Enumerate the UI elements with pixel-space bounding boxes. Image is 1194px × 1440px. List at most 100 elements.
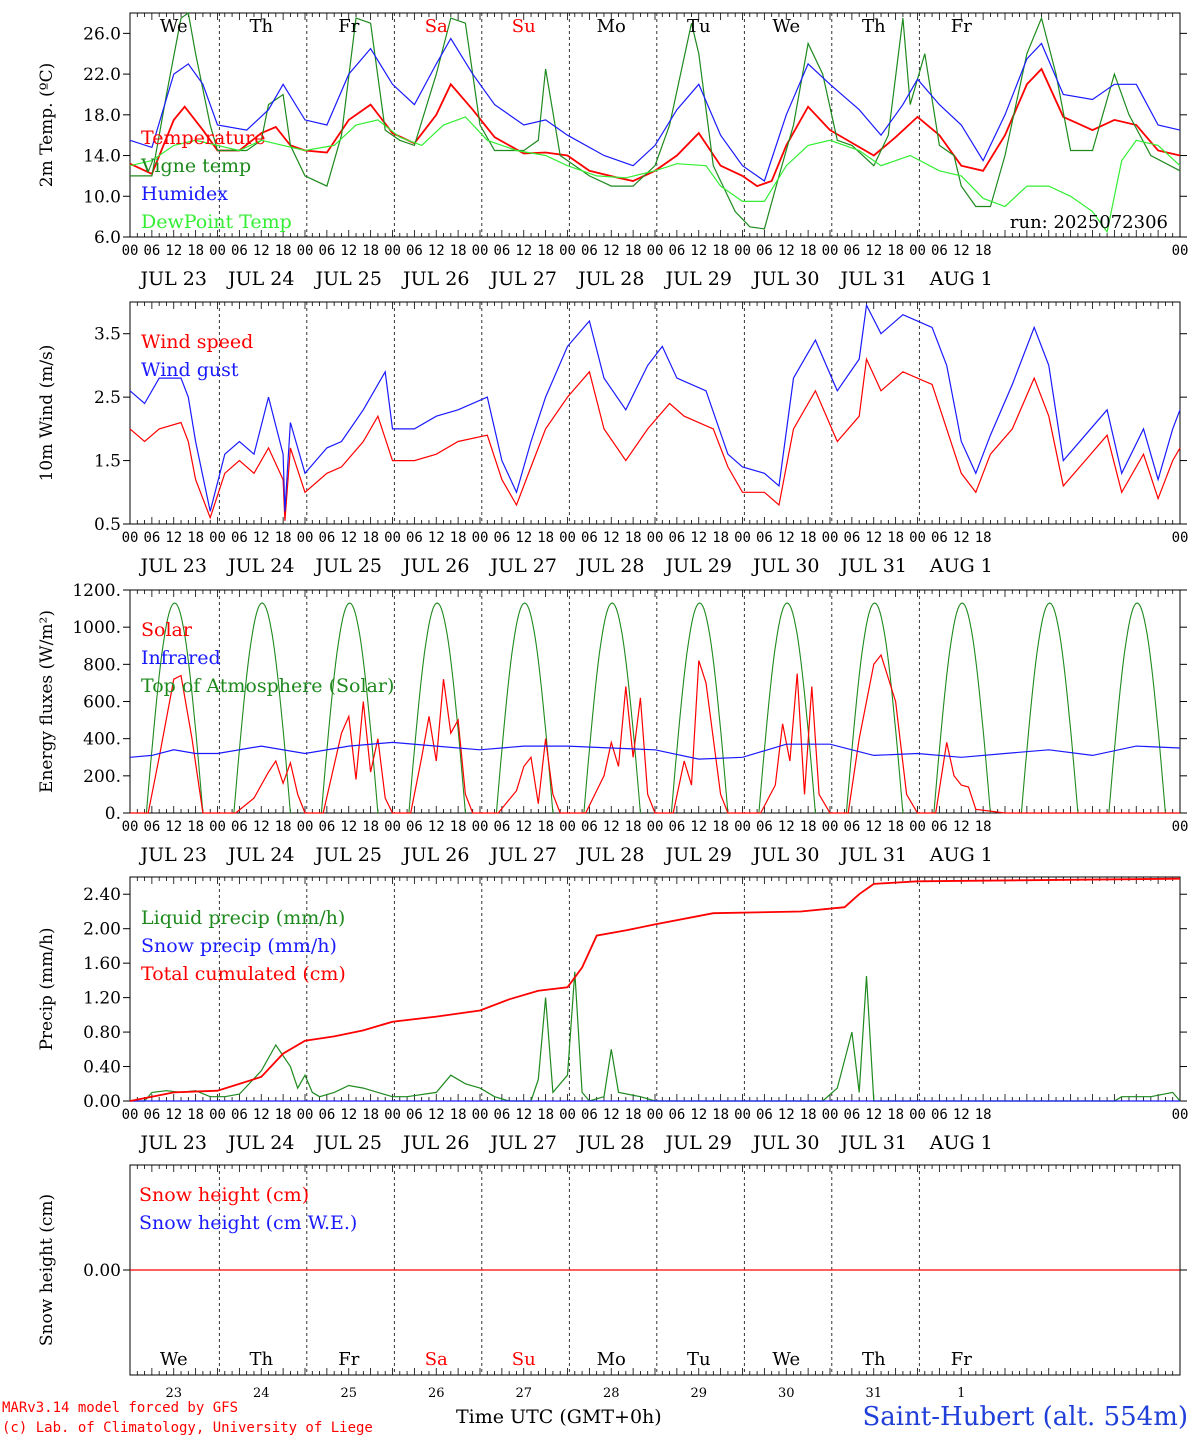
y-tick-label: 2.00 [83, 920, 121, 940]
y-tick-label: 10.0 [83, 187, 121, 207]
x-hour-label: 18 [975, 819, 992, 835]
x-hour-label: 06 [756, 243, 773, 259]
x-date-label: JUL 30 [751, 844, 819, 866]
x-date-label: AUG 1 [929, 268, 993, 290]
x-date-label: JUL 26 [401, 555, 469, 577]
x-hour-label: 00 [559, 243, 576, 259]
x-hour-label: 06 [931, 1107, 948, 1123]
x-hour-label: 18 [187, 243, 204, 259]
y-tick-label: 2.40 [83, 885, 121, 905]
x-hour-label: 06 [668, 530, 685, 546]
x-hour-label: 00 [909, 530, 926, 546]
x-date-label: JUL 27 [489, 555, 557, 577]
x-hour-label: 12 [778, 243, 795, 259]
x-hour-label: 00 [1172, 1107, 1189, 1123]
x-hour-label: 12 [515, 1107, 532, 1123]
x-hour-label: 00 [122, 1107, 139, 1123]
x-hour-label: 06 [318, 1107, 335, 1123]
y-tick-label: 6.0 [94, 228, 121, 248]
x-hour-label: 18 [275, 530, 292, 546]
x-hour-label: 18 [275, 819, 292, 835]
run-label: run: 2025072306 [1010, 212, 1168, 233]
legend-entry: Snow height (cm W.E.) [139, 1212, 357, 1234]
x-hour-label: 06 [406, 1107, 423, 1123]
x-hour-label: 18 [362, 819, 379, 835]
x-hour-label: 18 [800, 1107, 817, 1123]
x-hour-label: 18 [537, 243, 554, 259]
x-hour-label: 12 [865, 1107, 882, 1123]
x-hour-label: 00 [734, 1107, 751, 1123]
series-line [130, 971, 1181, 1102]
x-hour-label: 06 [668, 1107, 685, 1123]
x-date-label: JUL 23 [139, 555, 207, 577]
x-hour-label: 06 [406, 243, 423, 259]
x-hour-label: 18 [800, 819, 817, 835]
x-hour-label: 12 [690, 243, 707, 259]
x-hour-label: 12 [953, 243, 970, 259]
x-date-label: JUL 31 [839, 1132, 907, 1154]
x-hour-label: 18 [887, 243, 904, 259]
x-hour-label: 00 [822, 819, 839, 835]
x-date-label: JUL 28 [576, 555, 644, 577]
x-tick-marks [129, 590, 1181, 813]
x-hour-label: 06 [843, 243, 860, 259]
x-hour-label: 18 [362, 1107, 379, 1123]
x-hour-label: 00 [909, 243, 926, 259]
x-hour-label: 18 [975, 243, 992, 259]
x-hour-label: 12 [165, 819, 182, 835]
weekday-label: Tu [687, 1349, 711, 1370]
x-hour-label: 00 [734, 243, 751, 259]
model-credit: MARv3.14 model forced by GFS [2, 1400, 239, 1416]
x-date-label: JUL 31 [839, 844, 907, 866]
x-hour-label: 12 [428, 243, 445, 259]
x-hour-label: 18 [887, 1107, 904, 1123]
y-tick-label: 1200. [72, 581, 121, 601]
x-hour-label: 18 [712, 243, 729, 259]
x-hour-label: 06 [843, 530, 860, 546]
weekday-label: Mo [597, 16, 626, 37]
x-hour-label: 00 [822, 243, 839, 259]
x-date-label: JUL 26 [401, 268, 469, 290]
weekday-label: Fr [951, 1349, 972, 1370]
y-tick-label: 1.60 [83, 954, 121, 974]
x-hour-label: 12 [603, 243, 620, 259]
y-tick-label: 600. [83, 693, 121, 713]
x-date-label: JUL 23 [139, 268, 207, 290]
x-hour-label: 06 [668, 243, 685, 259]
x-hour-label: 06 [581, 1107, 598, 1123]
series-line [130, 653, 1180, 814]
y-tick-label: 0. [105, 804, 121, 824]
x-hour-label: 12 [253, 530, 270, 546]
x-hour-label: 00 [122, 243, 139, 259]
x-hour-label: 12 [953, 530, 970, 546]
x-hour-label: 12 [165, 530, 182, 546]
x-hour-label: 06 [931, 243, 948, 259]
weekday-label: Th [249, 16, 273, 37]
x-hour-label: 00 [822, 1107, 839, 1123]
x-hour-label: 06 [581, 530, 598, 546]
legend-entry: Snow height (cm) [139, 1184, 309, 1206]
y-tick-label: 18.0 [83, 106, 121, 126]
x-hour-label: 18 [275, 1107, 292, 1123]
x-date-label: AUG 1 [929, 1132, 993, 1154]
x-hour-label: 12 [865, 243, 882, 259]
x-hour-label: 18 [625, 819, 642, 835]
y-tick-label: 22.0 [83, 65, 121, 85]
x-hour-label: 00 [647, 243, 664, 259]
x-hour-label: 06 [318, 530, 335, 546]
x-hour-label: 00 [734, 819, 751, 835]
x-hour-label: 18 [450, 1107, 467, 1123]
y-tick-label: 3.5 [94, 325, 121, 345]
series-line [129, 116, 1181, 234]
legend-entry: Liquid precip (mm/h) [141, 907, 345, 929]
x-hour-label: 00 [909, 1107, 926, 1123]
y-tick-label: 200. [83, 767, 121, 787]
x-hour-label: 00 [122, 819, 139, 835]
x-hour-label: 18 [187, 1107, 204, 1123]
series-line [129, 303, 1181, 512]
x-hour-label: 06 [756, 819, 773, 835]
day-number-label: 27 [515, 1386, 532, 1401]
x-hour-label: 06 [843, 819, 860, 835]
x-date-label: JUL 30 [751, 268, 819, 290]
x-hour-label: 18 [625, 1107, 642, 1123]
